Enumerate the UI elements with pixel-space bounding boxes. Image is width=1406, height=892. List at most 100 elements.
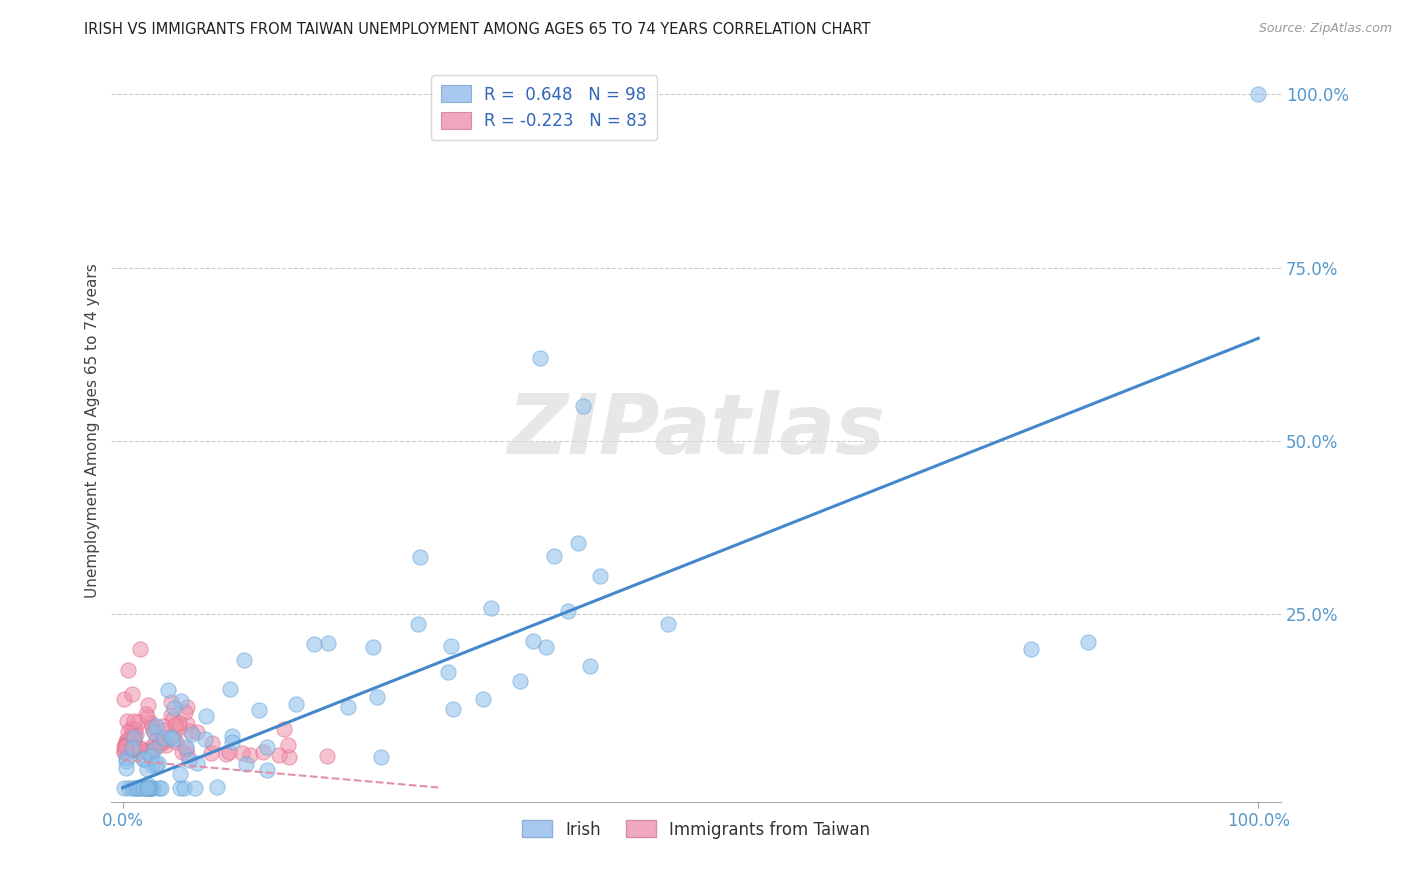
- Point: [136, 710, 159, 724]
- Point: [148, 780, 170, 795]
- Point: [134, 744, 156, 758]
- Point: [136, 762, 159, 776]
- Point: [114, 734, 136, 748]
- Point: [115, 738, 138, 752]
- Point: [162, 731, 184, 746]
- Point: [152, 734, 174, 748]
- Point: [174, 739, 197, 754]
- Point: [657, 617, 679, 632]
- Point: [194, 709, 217, 723]
- Point: [165, 718, 187, 732]
- Point: [122, 740, 145, 755]
- Point: [122, 730, 145, 744]
- Point: [141, 720, 163, 734]
- Point: [122, 741, 145, 756]
- Point: [529, 351, 551, 365]
- Point: [139, 780, 162, 795]
- Point: [221, 735, 243, 749]
- Point: [136, 743, 159, 757]
- Point: [589, 568, 612, 582]
- Point: [145, 719, 167, 733]
- Point: [578, 658, 600, 673]
- Point: [215, 747, 238, 761]
- Point: [534, 640, 557, 654]
- Point: [117, 732, 139, 747]
- Point: [122, 741, 145, 756]
- Point: [179, 753, 201, 767]
- Point: [136, 778, 159, 792]
- Point: [146, 739, 169, 753]
- Point: [440, 639, 463, 653]
- Point: [247, 703, 270, 717]
- Point: [120, 734, 142, 748]
- Point: [120, 721, 142, 735]
- Point: [124, 723, 146, 737]
- Point: [114, 739, 136, 754]
- Point: [194, 732, 217, 747]
- Point: [221, 729, 243, 743]
- Point: [127, 714, 149, 729]
- Point: [114, 737, 136, 751]
- Point: [509, 673, 531, 688]
- Point: [162, 712, 184, 726]
- Point: [135, 745, 157, 759]
- Point: [128, 741, 150, 756]
- Point: [143, 724, 166, 739]
- Point: [256, 764, 278, 778]
- Text: IRISH VS IMMIGRANTS FROM TAIWAN UNEMPLOYMENT AMONG AGES 65 TO 74 YEARS CORRELATI: IRISH VS IMMIGRANTS FROM TAIWAN UNEMPLOY…: [84, 22, 870, 37]
- Point: [409, 549, 432, 564]
- Point: [363, 640, 385, 655]
- Point: [176, 699, 198, 714]
- Point: [118, 743, 141, 757]
- Point: [174, 705, 197, 719]
- Point: [173, 780, 195, 795]
- Point: [112, 692, 135, 706]
- Point: [170, 694, 193, 708]
- Point: [471, 692, 494, 706]
- Point: [150, 780, 173, 795]
- Point: [124, 726, 146, 740]
- Point: [219, 681, 242, 696]
- Point: [543, 549, 565, 563]
- Point: [153, 731, 176, 745]
- Point: [132, 752, 155, 766]
- Point: [200, 746, 222, 760]
- Point: [129, 741, 152, 756]
- Point: [205, 780, 228, 794]
- Point: [118, 780, 141, 795]
- Point: [135, 707, 157, 722]
- Point: [336, 700, 359, 714]
- Point: [157, 683, 180, 698]
- Point: [128, 745, 150, 759]
- Point: [277, 749, 299, 764]
- Point: [567, 536, 589, 550]
- Point: [160, 708, 183, 723]
- Point: [139, 739, 162, 754]
- Point: [1019, 642, 1042, 657]
- Point: [122, 731, 145, 746]
- Point: [167, 720, 190, 734]
- Point: [176, 747, 198, 761]
- Point: [235, 757, 257, 772]
- Point: [132, 780, 155, 795]
- Legend: Irish, Immigrants from Taiwan: Irish, Immigrants from Taiwan: [516, 814, 877, 846]
- Point: [142, 780, 165, 795]
- Point: [172, 745, 194, 759]
- Point: [115, 751, 138, 765]
- Point: [145, 732, 167, 747]
- Point: [163, 700, 186, 714]
- Point: [146, 756, 169, 771]
- Point: [122, 714, 145, 728]
- Point: [366, 690, 388, 704]
- Point: [112, 745, 135, 759]
- Point: [122, 732, 145, 747]
- Point: [302, 637, 325, 651]
- Point: [145, 757, 167, 772]
- Y-axis label: Unemployment Among Ages 65 to 74 years: Unemployment Among Ages 65 to 74 years: [86, 263, 100, 598]
- Point: [141, 780, 163, 795]
- Point: [121, 688, 143, 702]
- Point: [252, 745, 274, 759]
- Point: [141, 743, 163, 757]
- Point: [165, 734, 187, 748]
- Point: [127, 780, 149, 795]
